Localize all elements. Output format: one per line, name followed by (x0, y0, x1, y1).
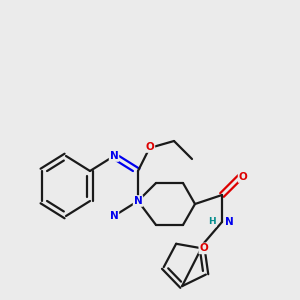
Text: N: N (110, 151, 118, 161)
Text: N: N (110, 211, 118, 221)
Text: N: N (225, 217, 234, 227)
Text: N: N (134, 196, 142, 206)
Text: O: O (238, 172, 247, 182)
Text: O: O (146, 142, 154, 152)
Text: H: H (208, 218, 216, 226)
Text: O: O (199, 243, 208, 254)
